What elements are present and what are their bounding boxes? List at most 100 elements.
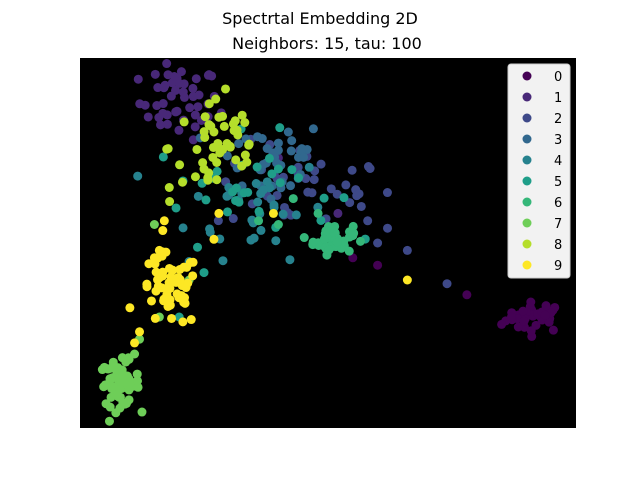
scatter-point-class-5	[287, 165, 297, 175]
legend-marker-7	[522, 218, 532, 228]
scatter-point-class-7	[103, 364, 113, 374]
scatter-point-class-5	[193, 242, 203, 252]
scatter-point-class-9	[214, 208, 224, 218]
scatter-point-class-2	[326, 184, 336, 194]
scatter-point-class-4	[258, 185, 268, 195]
scatter-point-class-1	[143, 112, 153, 122]
scatter-point-class-5	[252, 162, 262, 172]
scatter-point-class-8	[200, 112, 210, 122]
scatter-point-class-9	[165, 300, 175, 310]
scatter-point-class-4	[271, 236, 281, 246]
scatter-point-class-9	[167, 313, 177, 323]
scatter-point-class-2	[382, 188, 392, 198]
scatter-point-class-2	[363, 162, 373, 172]
scatter-point-class-1	[185, 103, 195, 113]
legend-marker-2	[522, 113, 532, 123]
scatter-point-class-4	[133, 171, 143, 181]
legend-marker-6	[522, 197, 532, 207]
scatter-point-class-0	[497, 319, 507, 329]
legend-marker-3	[522, 134, 532, 144]
scatter-point-class-5	[199, 268, 209, 278]
scatter-point-class-8	[175, 160, 185, 170]
scatter-point-class-8	[165, 197, 175, 207]
scatter-point-class-9	[183, 278, 193, 288]
scatter-point-class-5	[231, 183, 241, 193]
scatter-point-class-3	[257, 134, 267, 144]
scatter-point-class-1	[204, 70, 214, 80]
scatter-point-class-2	[309, 175, 319, 185]
scatter-point-class-0	[462, 290, 472, 300]
scatter-point-class-8	[222, 139, 232, 149]
scatter-point-class-4	[193, 191, 203, 201]
scatter-point-class-1	[194, 90, 204, 100]
scatter-point-class-6	[324, 245, 334, 255]
scatter-point-class-7	[106, 392, 116, 402]
scatter-point-class-8	[244, 139, 254, 149]
scatter-point-class-2	[373, 238, 383, 248]
scatter-point-class-8	[192, 144, 202, 154]
scatter-point-class-9	[188, 271, 198, 281]
scatter-point-class-9	[185, 258, 195, 268]
scatter-point-class-9	[154, 245, 164, 255]
scatter-point-class-0	[519, 316, 529, 326]
scatter-point-class-8	[240, 150, 250, 160]
scatter-point-class-7	[130, 349, 140, 359]
scatter-point-class-0	[526, 326, 536, 336]
scatter-point-class-7	[111, 408, 121, 418]
scatter-point-class-3	[286, 146, 296, 156]
legend-label-7: 7	[554, 217, 562, 232]
scatter-point-class-5	[264, 153, 274, 163]
scatter-point-class-5	[294, 173, 304, 183]
scatter-point-class-8	[212, 175, 222, 185]
scatter-point-class-9	[268, 208, 278, 218]
scatter-point-class-8	[211, 94, 221, 104]
legend-marker-5	[522, 176, 532, 186]
scatter-point-class-4	[218, 256, 228, 266]
scatter-point-class-8	[204, 120, 214, 130]
scatter-point-class-1	[179, 79, 189, 89]
scatter-point-class-5	[275, 123, 285, 133]
scatter-point-class-6	[273, 220, 283, 229]
scatter-point-class-9	[178, 317, 188, 327]
scatter-point-class-8	[230, 116, 240, 126]
scatter-point-class-7	[121, 357, 131, 367]
scatter-point-class-9	[146, 296, 156, 306]
scatter-point-class-9	[149, 253, 159, 263]
scatter-point-class-1	[193, 102, 203, 112]
scatter-point-class-4	[291, 210, 301, 220]
scatter-point-class-6	[254, 216, 264, 226]
scatter-point-class-1	[174, 125, 184, 135]
legend-marker-0	[522, 71, 532, 81]
scatter-point-class-1	[133, 74, 143, 84]
scatter-point-class-7	[116, 378, 126, 388]
scatter-point-class-5	[273, 164, 283, 174]
scatter-point-class-6	[313, 208, 323, 218]
scatter-point-class-7	[120, 399, 130, 409]
scatter-point-class-9	[168, 265, 178, 275]
scatter-point-class-3	[234, 139, 244, 149]
scatter-point-class-6	[355, 236, 365, 246]
scatter-point-class-9	[175, 264, 185, 274]
scatter-point-class-7	[132, 376, 142, 386]
scatter-point-class-4	[251, 179, 261, 189]
scatter-point-class-8	[231, 155, 241, 165]
scatter-point-class-1	[176, 67, 186, 77]
scatter-point-class-9	[159, 294, 169, 304]
scatter-point-class-8	[204, 99, 214, 109]
scatter-point-class-4	[205, 227, 215, 237]
legend-label-0: 0	[554, 70, 562, 85]
scatter-point-class-2	[347, 165, 357, 175]
scatter-point-class-8	[209, 127, 219, 137]
scatter-point-class-2	[303, 187, 313, 197]
scatter-point-class-3	[273, 138, 283, 148]
scatter-point-class-0	[540, 310, 550, 320]
scatter-point-class-7	[124, 385, 134, 395]
legend-label-3: 3	[554, 133, 562, 148]
scatter-point-class-7	[107, 373, 117, 383]
scatter-point-class-5	[234, 197, 244, 207]
scatter-point-class-1	[166, 91, 176, 101]
scatter-point-class-9	[130, 338, 140, 348]
scatter-point-class-5	[254, 206, 264, 216]
legend-marker-8	[522, 239, 532, 249]
